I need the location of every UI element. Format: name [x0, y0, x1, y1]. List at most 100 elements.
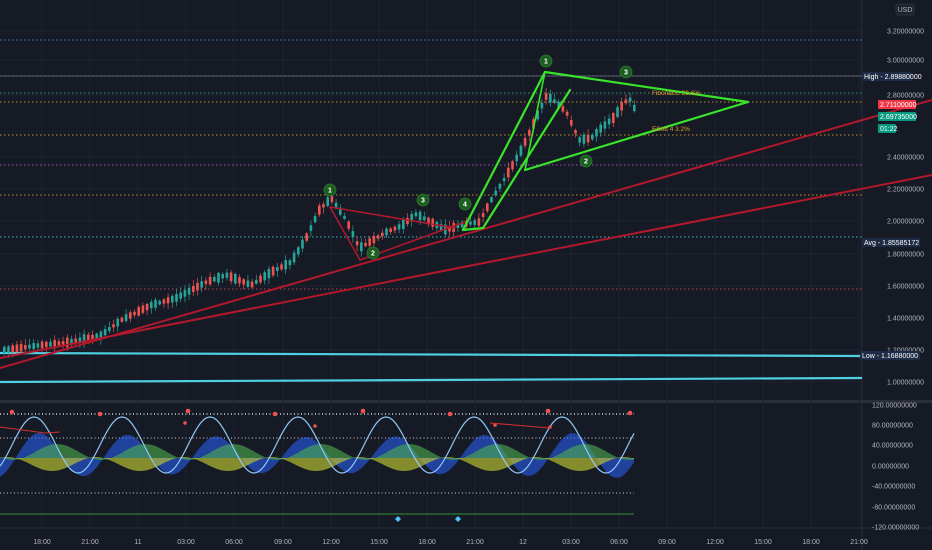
wedge-green-left[interactable]: [524, 71, 546, 171]
candle-body: [507, 167, 510, 178]
candle-body: [238, 277, 241, 284]
candle-body: [616, 107, 619, 118]
triangle-red-left[interactable]: [329, 206, 361, 261]
candle-body: [469, 221, 472, 225]
candle-body: [334, 202, 338, 208]
candle-body: [137, 307, 140, 316]
wave-label-2[interactable]: 2: [366, 246, 380, 260]
candle-body: [40, 341, 44, 349]
osc-signal-line: [0, 416, 635, 474]
time-tick-label: 21:00: [81, 539, 99, 546]
candle-body: [448, 226, 451, 232]
price-axis[interactable]: 3.20000000 3.00000000 2.80000000 2.40000000…: [887, 29, 924, 387]
svg-text:2.69735000: 2.69735000: [880, 114, 917, 121]
candle-body: [78, 337, 82, 343]
candle-body: [288, 260, 292, 266]
candle-body: [498, 183, 502, 189]
trend-line-upper[interactable]: [0, 99, 932, 369]
candle-body: [15, 344, 19, 353]
wave-label-3[interactable]: 3: [416, 193, 430, 207]
svg-text:High - 2.89880000: High - 2.89880000: [864, 74, 922, 81]
trend-drawings[interactable]: 1 2 3 4 1 2 3: [0, 54, 932, 369]
candle-body: [221, 274, 224, 279]
candle-body: [515, 154, 518, 162]
wave-label-1[interactable]: 1: [323, 183, 337, 197]
price-tick-label: 1.00000000: [887, 380, 924, 387]
candle-body: [192, 285, 195, 292]
osc-sell-dot: [627, 410, 633, 416]
candle-body: [150, 301, 153, 309]
trend-line-lower[interactable]: [0, 174, 932, 359]
wave-label-4[interactable]: 4: [458, 197, 472, 211]
svg-text:1: 1: [328, 188, 332, 195]
price-tick-label: 2.40000000: [887, 155, 924, 162]
candle-body: [460, 221, 464, 228]
candle-body: [32, 343, 35, 349]
wedge-green-top[interactable]: [543, 70, 750, 104]
currency-badge[interactable]: USD: [898, 7, 913, 14]
triangle-red-top[interactable]: [329, 206, 456, 229]
candle-body: [158, 300, 161, 305]
price-pane[interactable]: [0, 0, 862, 400]
wedge-green-bottom[interactable]: [523, 100, 750, 172]
lower-support-line[interactable]: [0, 376, 863, 384]
osc-tick-label: 40.00000000: [872, 443, 913, 450]
wave-label-2b[interactable]: 2: [579, 154, 593, 168]
time-axis[interactable]: 18:00 21:00 11 03:00 06:00 09:00 12:00 15:00 18:…: [33, 539, 868, 546]
candle-body: [225, 272, 229, 278]
time-tick-label: 06:00: [610, 539, 628, 546]
time-tick-label: 03:00: [562, 539, 580, 546]
candle-body: [360, 242, 363, 252]
time-tick-label: 21:00: [466, 539, 484, 546]
candle-body: [410, 214, 413, 222]
price-tag: Avg - 1.85585172: [862, 238, 920, 247]
candle-body: [175, 294, 178, 302]
candle-body: [544, 92, 548, 100]
candle-body: [196, 282, 199, 291]
time-tick-label: 12:00: [322, 539, 340, 546]
candle-body: [179, 292, 182, 299]
candle-body: [540, 102, 544, 109]
oscillator-series[interactable]: [0, 408, 635, 522]
wave-label-3b[interactable]: 3: [619, 65, 633, 79]
price-tick-label: 1.80000000: [887, 252, 924, 259]
candle-body: [74, 338, 77, 344]
candle-body: [624, 99, 628, 104]
candle-body: [372, 236, 376, 244]
candle-body: [423, 216, 426, 221]
time-tick-label: 15:00: [370, 539, 388, 546]
price-tag: 2.69735000: [878, 112, 917, 121]
candle-body: [586, 134, 590, 143]
channel-green-base[interactable]: [461, 226, 485, 232]
currency-badge-bg[interactable]: [895, 3, 915, 16]
time-tick-label: 09:00: [274, 539, 292, 546]
candle-body: [393, 226, 397, 231]
wave-label-1b[interactable]: 1: [539, 54, 553, 68]
candle-body: [620, 101, 623, 111]
candlestick-series[interactable]: [3, 87, 636, 358]
candle-body: [246, 280, 250, 287]
candle-body: [95, 333, 98, 339]
candle-body: [162, 299, 166, 304]
candle-body: [208, 276, 212, 285]
channel-green-left[interactable]: [461, 70, 547, 232]
candle-body: [99, 331, 103, 339]
low-support-line[interactable]: [0, 351, 863, 358]
candle-body: [418, 211, 422, 221]
candle-body: [553, 99, 556, 103]
price-tick-label: 1.40000000: [887, 316, 924, 323]
candle-body: [87, 334, 90, 342]
candle-body: [523, 138, 527, 146]
osc-tick-label: 80.00000000: [872, 423, 913, 430]
candle-body: [511, 161, 514, 170]
candle-body: [578, 137, 581, 143]
candle-body: [456, 223, 460, 229]
price-tags: High - 2.89880000 2.71100000 2.69735000 01:…: [860, 72, 922, 360]
candle-body: [129, 312, 132, 319]
oscillator-axis[interactable]: 120.00000000 80.00000000 40.00000000 0.0000…: [872, 403, 919, 532]
candle-body: [284, 260, 287, 270]
candle-body: [187, 287, 191, 295]
candle-body: [116, 318, 119, 327]
candle-body: [502, 177, 506, 182]
